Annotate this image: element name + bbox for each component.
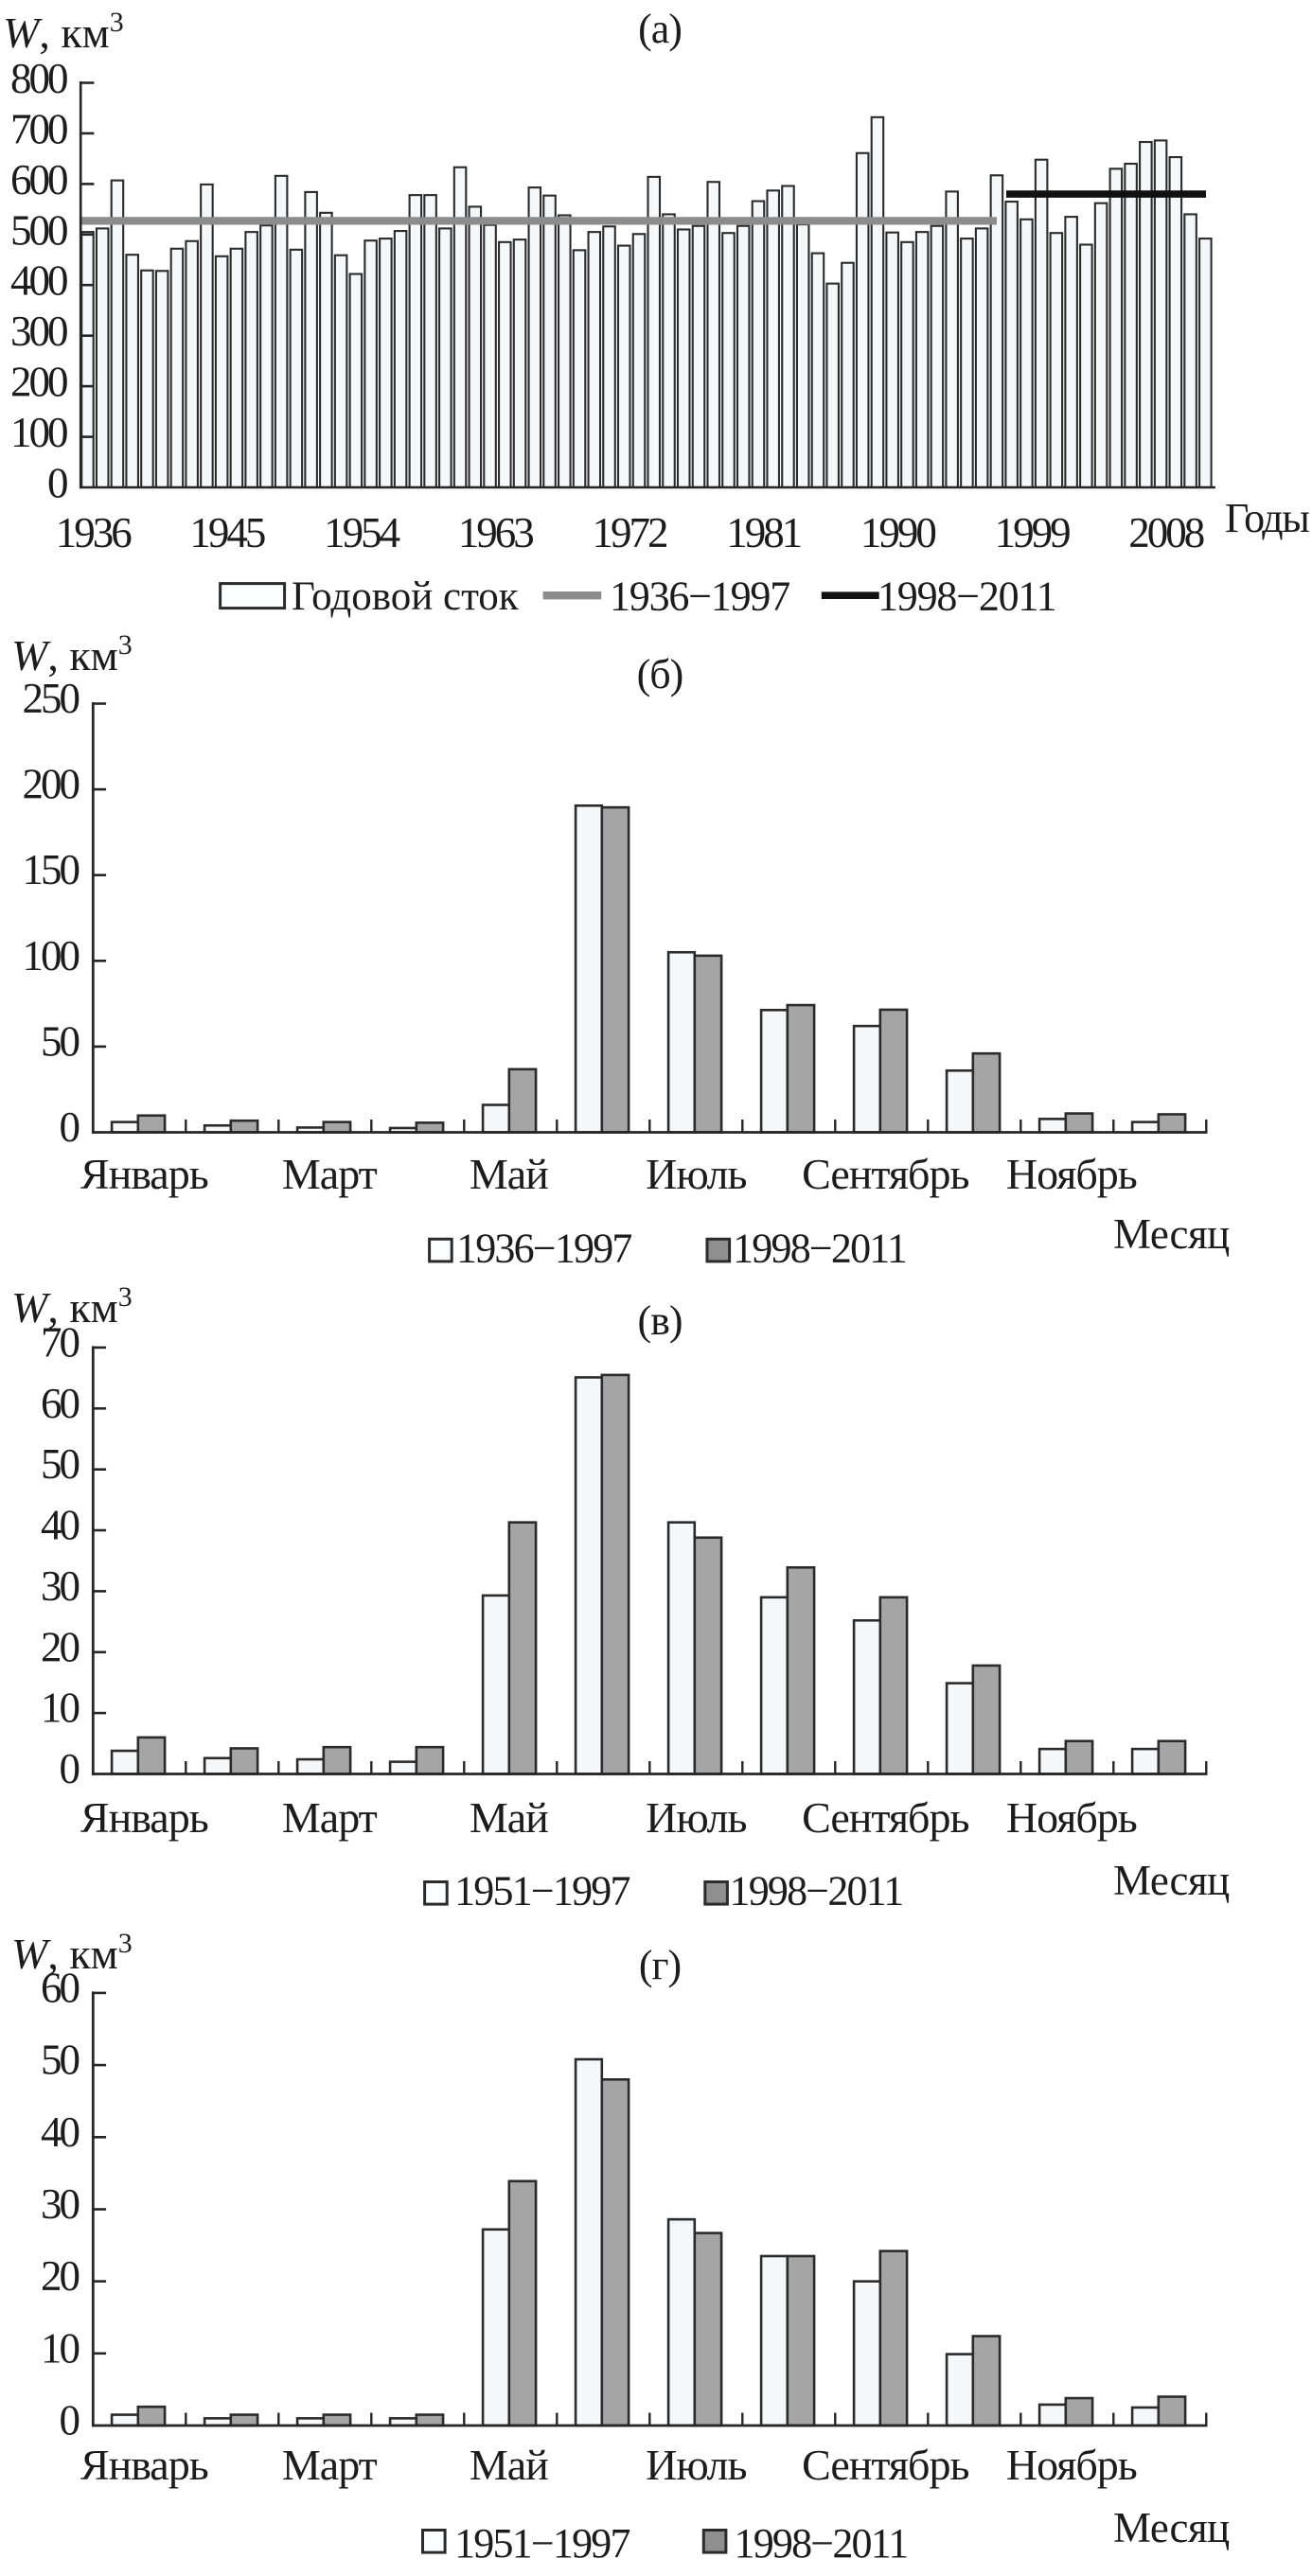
svg-text:Сентябрь: Сентябрь	[802, 1150, 968, 1198]
svg-text:Март: Март	[282, 1793, 378, 1842]
svg-text:1998−2011: 1998−2011	[733, 1226, 906, 1272]
svg-text:Месяц: Месяц	[1113, 1210, 1230, 1258]
svg-text:0: 0	[60, 2397, 80, 2444]
svg-text:(а): (а)	[638, 6, 682, 52]
svg-text:(г): (г)	[639, 1942, 681, 1988]
svg-text:10: 10	[41, 2324, 80, 2372]
svg-text:Ноябрь: Ноябрь	[1006, 1793, 1137, 1842]
svg-text:200: 200	[23, 761, 80, 808]
svg-text:Март: Март	[282, 1150, 378, 1198]
svg-text:600: 600	[10, 156, 67, 203]
svg-text:1963: 1963	[458, 509, 534, 556]
svg-text:100: 100	[10, 409, 67, 456]
svg-text:30: 30	[41, 2180, 80, 2228]
svg-text:W, км3: W, км3	[3, 7, 124, 57]
svg-text:40: 40	[41, 1502, 80, 1549]
svg-text:1999: 1999	[995, 509, 1071, 556]
svg-text:2008: 2008	[1128, 509, 1204, 556]
svg-text:500: 500	[10, 206, 67, 254]
svg-text:60: 60	[41, 1380, 80, 1427]
svg-text:(в): (в)	[637, 1297, 682, 1344]
svg-text:250: 250	[23, 675, 80, 722]
svg-text:Годы: Годы	[1225, 495, 1309, 541]
svg-text:Январь: Январь	[80, 1793, 208, 1842]
svg-text:Сентябрь: Сентябрь	[802, 1793, 968, 1842]
svg-text:1936−1997: 1936−1997	[610, 573, 789, 620]
svg-text:Май: Май	[470, 1150, 548, 1198]
svg-text:Годовой сток: Годовой сток	[292, 574, 519, 619]
svg-text:1998−2011: 1998−2011	[735, 2520, 908, 2567]
svg-text:Январь: Январь	[80, 2441, 208, 2489]
svg-text:400: 400	[10, 257, 67, 305]
svg-text:1945: 1945	[189, 509, 265, 556]
svg-text:1936: 1936	[56, 509, 133, 556]
svg-text:W, км3: W, км3	[11, 629, 133, 679]
svg-text:70: 70	[41, 1318, 80, 1366]
svg-text:150: 150	[23, 846, 80, 893]
svg-text:0: 0	[60, 1103, 80, 1151]
svg-text:10: 10	[41, 1685, 80, 1732]
svg-text:100: 100	[23, 932, 80, 979]
svg-text:Май: Май	[470, 1793, 548, 1842]
svg-text:50: 50	[41, 1440, 80, 1488]
svg-text:0: 0	[47, 460, 67, 507]
svg-text:200: 200	[10, 359, 67, 406]
svg-text:20: 20	[41, 2252, 80, 2300]
svg-text:(б): (б)	[637, 651, 683, 697]
svg-text:W, км3: W, км3	[11, 1928, 133, 1978]
svg-text:1951−1997: 1951−1997	[454, 1868, 629, 1914]
svg-text:800: 800	[10, 55, 67, 102]
svg-text:20: 20	[41, 1623, 80, 1670]
svg-text:Ноябрь: Ноябрь	[1006, 2441, 1137, 2489]
svg-text:1998−2011: 1998−2011	[730, 1868, 903, 1914]
svg-text:Месяц: Месяц	[1113, 2504, 1230, 2551]
svg-text:Март: Март	[282, 2441, 378, 2489]
svg-text:1936−1997: 1936−1997	[456, 1226, 631, 1272]
svg-text:1990: 1990	[860, 509, 936, 556]
svg-text:50: 50	[41, 2037, 80, 2084]
svg-text:Ноябрь: Ноябрь	[1006, 1150, 1137, 1198]
svg-text:Июль: Июль	[646, 1793, 746, 1842]
svg-text:1972: 1972	[593, 509, 668, 556]
svg-text:1954: 1954	[324, 509, 400, 556]
svg-text:300: 300	[10, 308, 67, 355]
svg-text:60: 60	[41, 1964, 80, 2011]
svg-text:Май: Май	[470, 2441, 548, 2489]
svg-text:W, км3: W, км3	[11, 1281, 133, 1332]
svg-text:0: 0	[60, 1745, 80, 1792]
svg-text:50: 50	[41, 1017, 80, 1065]
svg-text:Месяц: Месяц	[1113, 1857, 1230, 1904]
svg-text:Июль: Июль	[646, 2441, 746, 2489]
svg-text:1951−1997: 1951−1997	[454, 2520, 629, 2567]
svg-text:1998−2011: 1998−2011	[878, 573, 1055, 620]
svg-text:1981: 1981	[726, 509, 801, 556]
svg-text:Сентябрь: Сентябрь	[802, 2441, 968, 2489]
svg-text:Июль: Июль	[646, 1150, 746, 1198]
svg-text:30: 30	[41, 1562, 80, 1610]
svg-text:40: 40	[41, 2108, 80, 2156]
svg-text:Январь: Январь	[80, 1150, 208, 1198]
svg-text:700: 700	[10, 105, 67, 152]
